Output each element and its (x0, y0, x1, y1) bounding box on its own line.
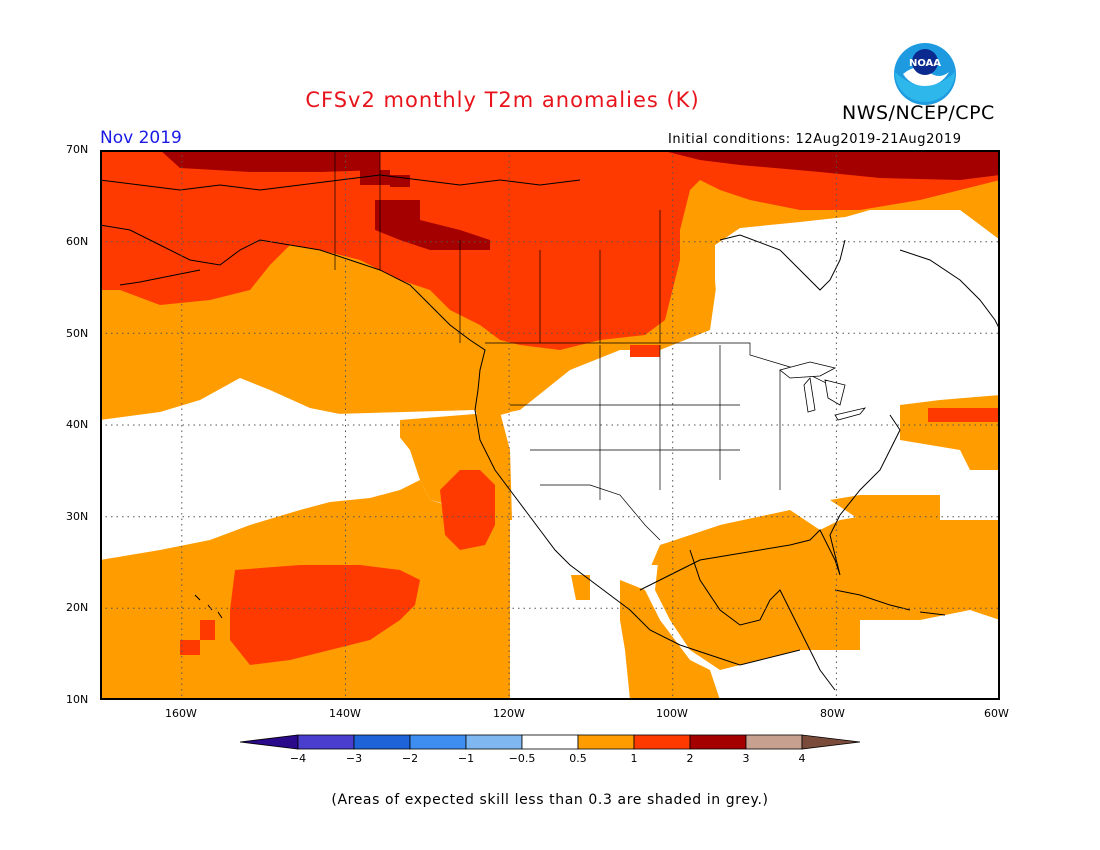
lon-label: 140W (329, 707, 361, 720)
agency-label: NWS/NCEP/CPC (842, 102, 995, 124)
colorbar-tick-label: 0.5 (569, 752, 587, 765)
anomaly-2-3-arctic-central (360, 170, 390, 185)
lat-label: 20N (66, 601, 89, 614)
footnote: (Areas of expected skill less than 0.3 a… (331, 792, 769, 808)
colorbar-tick-label: 3 (742, 752, 750, 765)
anomaly-map (100, 150, 1000, 700)
lon-label: 100W (656, 707, 688, 720)
colorbar-tick-label: −4 (289, 752, 307, 765)
anomaly-1-2-patch (928, 408, 998, 422)
lon-label: 160W (165, 707, 197, 720)
colorbar-cell (465, 734, 523, 750)
lake-erie (834, 407, 867, 421)
colorbar-cell (521, 734, 579, 750)
colorbar-cell (297, 734, 355, 750)
anomaly-0.5-1-atlantic (830, 495, 940, 530)
month-label: Nov 2019 (100, 128, 182, 148)
anomaly-2-3-yukon (375, 200, 490, 250)
anomaly-1-2-baja-offshore (440, 470, 495, 550)
great-lakes (779, 361, 867, 421)
border-canada-provinces (379, 150, 661, 343)
coastline-arctic (100, 174, 581, 191)
colorbar-extend-low (240, 734, 299, 750)
colorbar-cell (353, 734, 411, 750)
lat-label: 60N (66, 235, 89, 248)
initial-conditions-label: Initial conditions: 12Aug2019-21Aug2019 (668, 132, 962, 147)
logo-lettering: NOAA (909, 58, 941, 69)
lon-label: 60W (984, 707, 1009, 720)
coastline-hispaniola (919, 611, 946, 616)
colorbar (240, 734, 861, 750)
coastline-hawaii (194, 594, 223, 619)
map-title: CFSv2 monthly T2m anomalies (K) (305, 88, 700, 112)
anomaly-2-3-arctic-west (160, 150, 380, 172)
coastline-hudson-bay (719, 234, 846, 291)
anomaly-1-2-patch (630, 345, 660, 357)
anomaly-1-2-north-canada (100, 150, 1000, 350)
border-us-mexico (540, 484, 661, 541)
colorbar-cell (689, 734, 747, 750)
border-us-interior (510, 345, 781, 500)
colorbar-tick-label: −1 (457, 752, 475, 765)
coastline-aleutians (119, 269, 201, 286)
anomaly-1-2-patch (180, 640, 200, 655)
neutral-conterminous-us (510, 385, 890, 580)
colorbar-tick-label: 4 (798, 752, 806, 765)
gridlines (100, 150, 1000, 700)
colorbar-extend-high (801, 734, 861, 750)
colorbar-tick-label: −0.5 (508, 752, 536, 765)
colorbar-tick-label: −3 (345, 752, 363, 765)
noaa-logo: NOAA (894, 43, 956, 105)
colorbar-cell (577, 734, 635, 750)
colorbar-tick-label: 1 (630, 752, 638, 765)
map-frame (100, 150, 1000, 700)
anomaly-1-2-patch (200, 620, 215, 640)
coastline-labrador (899, 249, 1000, 331)
neutral-eastern-pacific (510, 570, 620, 700)
lat-label: 70N (66, 143, 89, 156)
coastline-alaska (100, 224, 801, 666)
anomaly-2-3-arctic-east (660, 150, 1000, 180)
lat-label: 10N (66, 693, 89, 706)
coastline-gulf (639, 414, 901, 591)
lon-label: 120W (493, 707, 525, 720)
lake-michigan (803, 377, 816, 413)
coastline-cuba (834, 589, 911, 611)
lake-superior (779, 361, 837, 379)
colorbar-cell (745, 734, 803, 750)
lake-huron (824, 379, 846, 406)
colorbar-tick-label: −2 (401, 752, 419, 765)
neutral-sw-atlantic (860, 610, 1000, 700)
lat-label: 50N (66, 327, 89, 340)
anomaly-1-2-hawaii (230, 565, 420, 665)
colorbar-tick-label: 2 (686, 752, 694, 765)
colorbar-cell (409, 734, 467, 750)
coastlines (100, 174, 1000, 691)
lon-label: 80W (820, 707, 845, 720)
colorbar-cell (633, 734, 691, 750)
lat-label: 30N (66, 510, 89, 523)
coastline-mexico (689, 549, 836, 691)
lat-label: 40N (66, 418, 89, 431)
neutral-pacific-band (100, 378, 420, 560)
